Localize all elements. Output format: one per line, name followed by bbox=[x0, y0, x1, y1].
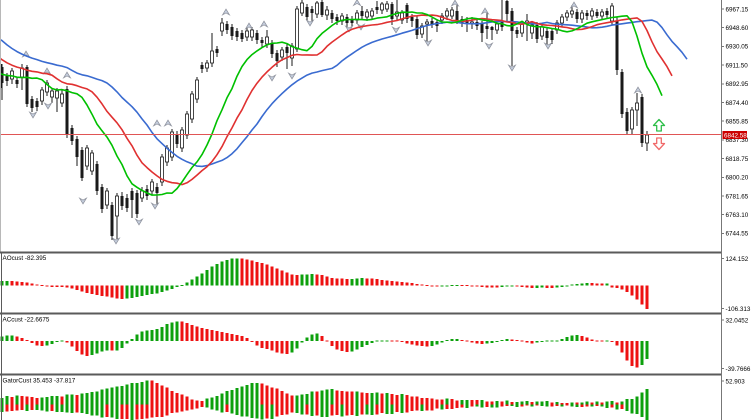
svg-text:6837.30: 6837.30 bbox=[726, 137, 749, 144]
svg-text:6842.58: 6842.58 bbox=[724, 133, 747, 140]
svg-text:124.152: 124.152 bbox=[726, 256, 749, 263]
svg-text:ACcust -22.6675: ACcust -22.6675 bbox=[3, 317, 50, 324]
svg-text:6818.75: 6818.75 bbox=[726, 156, 749, 163]
svg-text:6892.95: 6892.95 bbox=[726, 81, 749, 88]
svg-text:6874.40: 6874.40 bbox=[726, 100, 749, 107]
svg-text:6744.55: 6744.55 bbox=[726, 231, 749, 238]
svg-text:6930.05: 6930.05 bbox=[726, 44, 749, 51]
svg-text:6855.85: 6855.85 bbox=[726, 119, 749, 126]
svg-text:6911.50: 6911.50 bbox=[726, 62, 749, 69]
svg-text:-39.7666: -39.7666 bbox=[726, 366, 751, 373]
svg-text:6781.65: 6781.65 bbox=[726, 193, 749, 200]
svg-text:6948.60: 6948.60 bbox=[726, 25, 749, 32]
svg-text:6967.15: 6967.15 bbox=[726, 6, 749, 13]
svg-text:52.903: 52.903 bbox=[726, 378, 746, 385]
svg-text:AOcust -82.395: AOcust -82.395 bbox=[3, 255, 47, 262]
svg-text:GatorCust 35.453 -37.817: GatorCust 35.453 -37.817 bbox=[3, 378, 76, 385]
svg-text:32.0452: 32.0452 bbox=[726, 317, 749, 324]
svg-text:6763.10: 6763.10 bbox=[726, 212, 749, 219]
svg-text:6800.20: 6800.20 bbox=[726, 175, 749, 182]
svg-text:-106.313: -106.313 bbox=[726, 306, 751, 313]
